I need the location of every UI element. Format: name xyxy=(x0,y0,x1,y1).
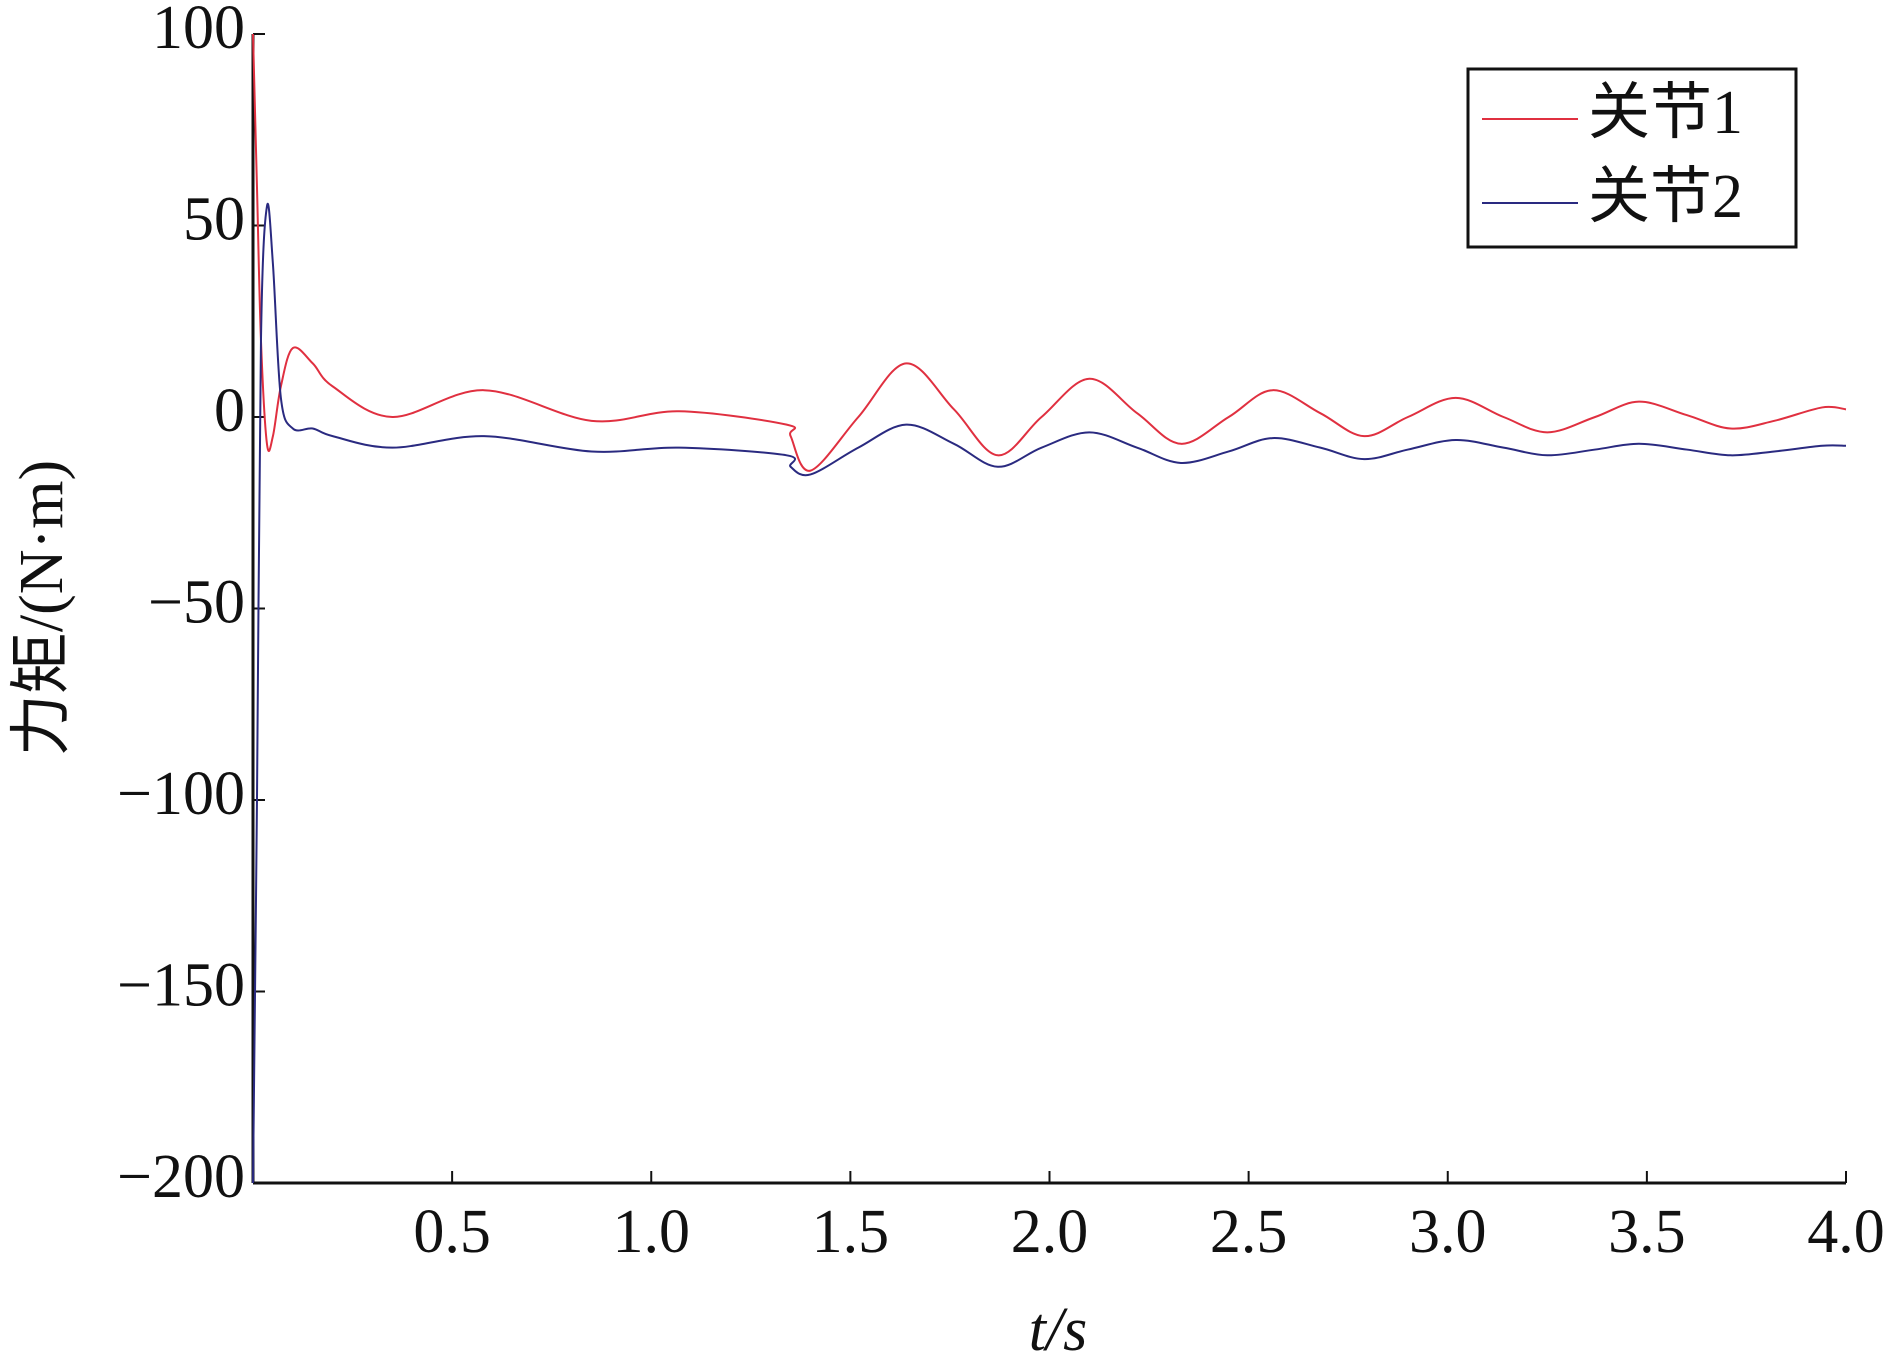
x-tick-label: 1.5 xyxy=(812,1198,890,1266)
x-tick-label: 2.5 xyxy=(1210,1198,1288,1266)
y-tick-label: 0 xyxy=(214,377,245,445)
legend-label: 关节2 xyxy=(1588,163,1743,231)
x-tick-label: 0.5 xyxy=(413,1198,491,1266)
x-tick-label: 2.0 xyxy=(1011,1198,1089,1266)
y-tick-label: 100 xyxy=(152,0,245,62)
x-tick-label: 4.0 xyxy=(1807,1198,1885,1266)
x-tick-label: 3.0 xyxy=(1409,1198,1487,1266)
y-tick-label: −200 xyxy=(117,1143,245,1211)
x-tick-label: 1.0 xyxy=(613,1198,691,1266)
x-axis-label: t/s xyxy=(1029,1296,1088,1364)
y-tick-label: −100 xyxy=(117,760,245,828)
y-tick-label: −50 xyxy=(148,569,245,637)
x-tick-label: 3.5 xyxy=(1608,1198,1686,1266)
legend-box xyxy=(1466,67,1798,249)
y-tick-label: 50 xyxy=(183,186,245,254)
y-tick-label: −150 xyxy=(117,952,245,1020)
line-series xyxy=(252,33,1847,472)
legend-label: 关节1 xyxy=(1588,79,1743,147)
y-axis-label: 力矩/(N·m) xyxy=(8,460,76,756)
line-series xyxy=(252,202,1847,1184)
